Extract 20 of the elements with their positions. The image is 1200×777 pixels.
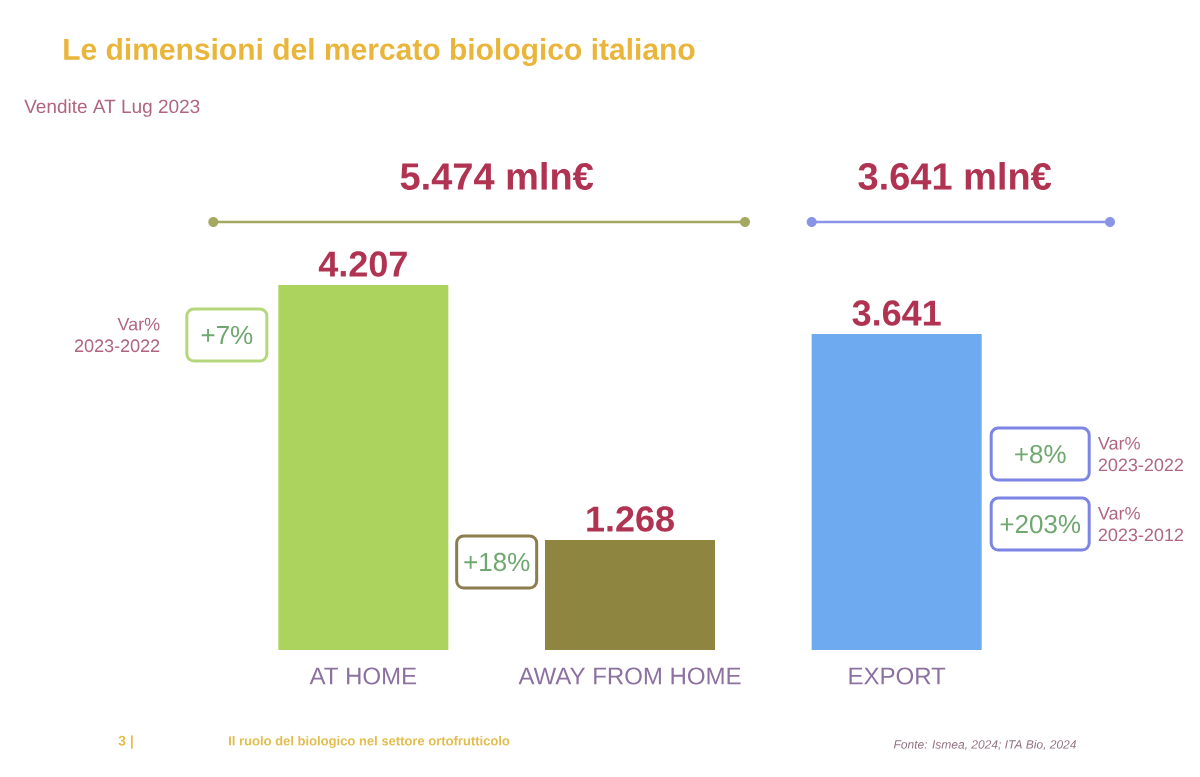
x-tick-label: AT HOME	[309, 667, 417, 685]
text: Var% 2023-2022	[1097, 436, 1184, 472]
x-tick-label: AWAY FROM HOME	[518, 667, 741, 685]
source-note: Fonte: Ismea, 2024; ITA Bio, 2024	[893, 739, 1077, 751]
text: Il ruolo del biologico nel settore ortofrutticolo	[229, 735, 510, 749]
annotation: +203%	[1000, 514, 1081, 534]
chart-subtitle: Vendite AT Lug 2023	[24, 99, 200, 117]
annotation: +18%	[464, 552, 530, 572]
data-label: 3.641	[852, 300, 941, 326]
text: 3 |	[118, 735, 133, 749]
text: 3.641 mln€	[858, 162, 1052, 190]
text: Var% 2023-2012	[1097, 506, 1184, 542]
text: 5.474 mln€	[400, 162, 594, 190]
data-label: 1.268	[587, 506, 674, 532]
annotation: +7%	[201, 325, 253, 345]
data-label: 4.207	[318, 251, 407, 277]
chart-title: Le dimensioni del mercato biologico italiano	[64, 37, 695, 67]
x-tick-label: EXPORT	[849, 667, 946, 685]
text: Var% 2023-2022	[74, 317, 160, 353]
annotation: +8%	[1015, 444, 1066, 464]
